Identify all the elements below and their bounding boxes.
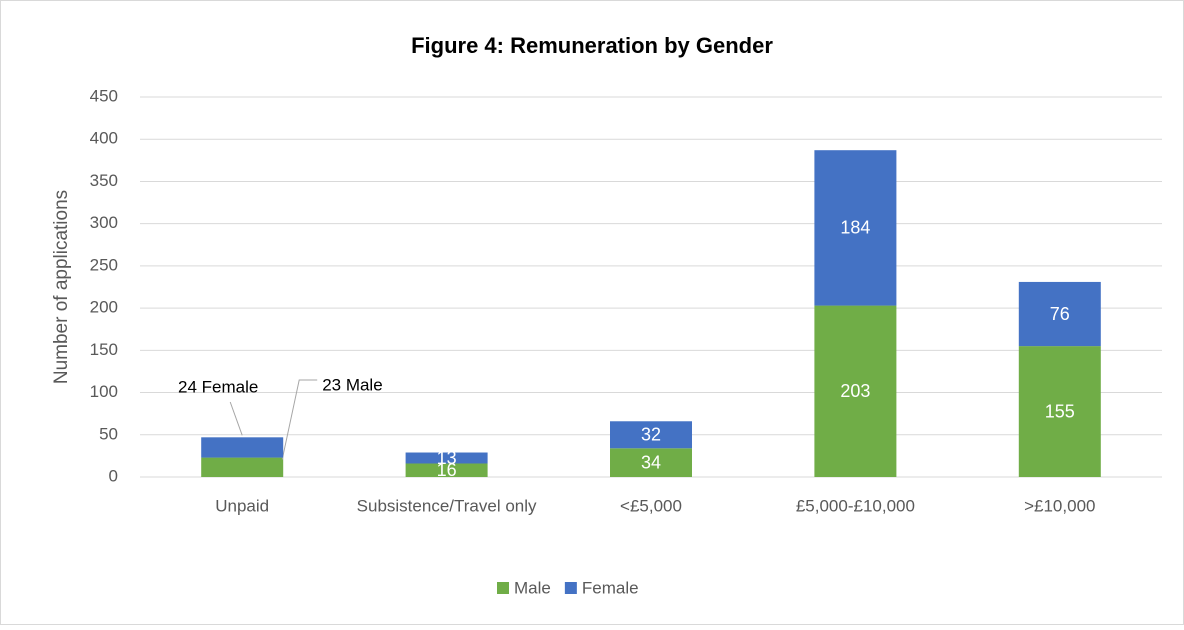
data-label: 13	[437, 448, 457, 468]
bar-segment	[1018, 346, 1101, 477]
data-label: 24 Female	[178, 377, 258, 396]
y-tick-label: 50	[99, 424, 118, 443]
x-tick-label: £5,000-£10,000	[796, 496, 915, 515]
x-tick-label: Unpaid	[215, 496, 269, 515]
data-label: 203	[840, 381, 870, 401]
legend-label: Male	[514, 578, 551, 597]
data-label: 16	[437, 460, 457, 480]
callout-line	[229, 401, 243, 436]
y-tick-label: 350	[90, 171, 118, 190]
bar-segment	[201, 437, 284, 458]
bar-segment	[610, 448, 692, 477]
data-label: 76	[1050, 304, 1070, 324]
bar-segment	[814, 305, 897, 477]
callout-line	[281, 379, 318, 460]
bar-segment	[814, 150, 897, 306]
data-label: 155	[1045, 401, 1075, 421]
chart-title: Figure 4: Remuneration by Gender	[411, 33, 773, 58]
y-tick-label: 250	[90, 255, 118, 274]
bar-segment	[610, 421, 692, 449]
y-tick-label: 400	[90, 129, 118, 148]
x-tick-label: <£5,000	[620, 496, 682, 515]
y-tick-label: 150	[90, 340, 118, 359]
y-axis-label: Number of applications	[51, 190, 72, 384]
data-label: 34	[641, 452, 661, 472]
bar-segment	[201, 457, 284, 477]
y-tick-label: 0	[109, 466, 118, 485]
y-tick-label: 450	[90, 86, 118, 105]
x-tick-label: Subsistence/Travel only	[357, 496, 537, 515]
legend-label: Female	[582, 578, 639, 597]
legend-swatch	[564, 582, 577, 594]
y-tick-label: 100	[90, 382, 118, 401]
bar-segment	[405, 463, 488, 477]
data-label: 184	[840, 218, 870, 238]
legend-swatch	[497, 582, 509, 594]
bar-segment	[405, 452, 488, 464]
y-tick-label: 200	[90, 298, 118, 317]
y-tick-label: 300	[90, 213, 118, 232]
x-tick-label: >£10,000	[1024, 496, 1095, 515]
data-label: 23 Male	[322, 375, 382, 394]
bar-segment	[1018, 281, 1101, 347]
data-label: 32	[641, 425, 661, 445]
